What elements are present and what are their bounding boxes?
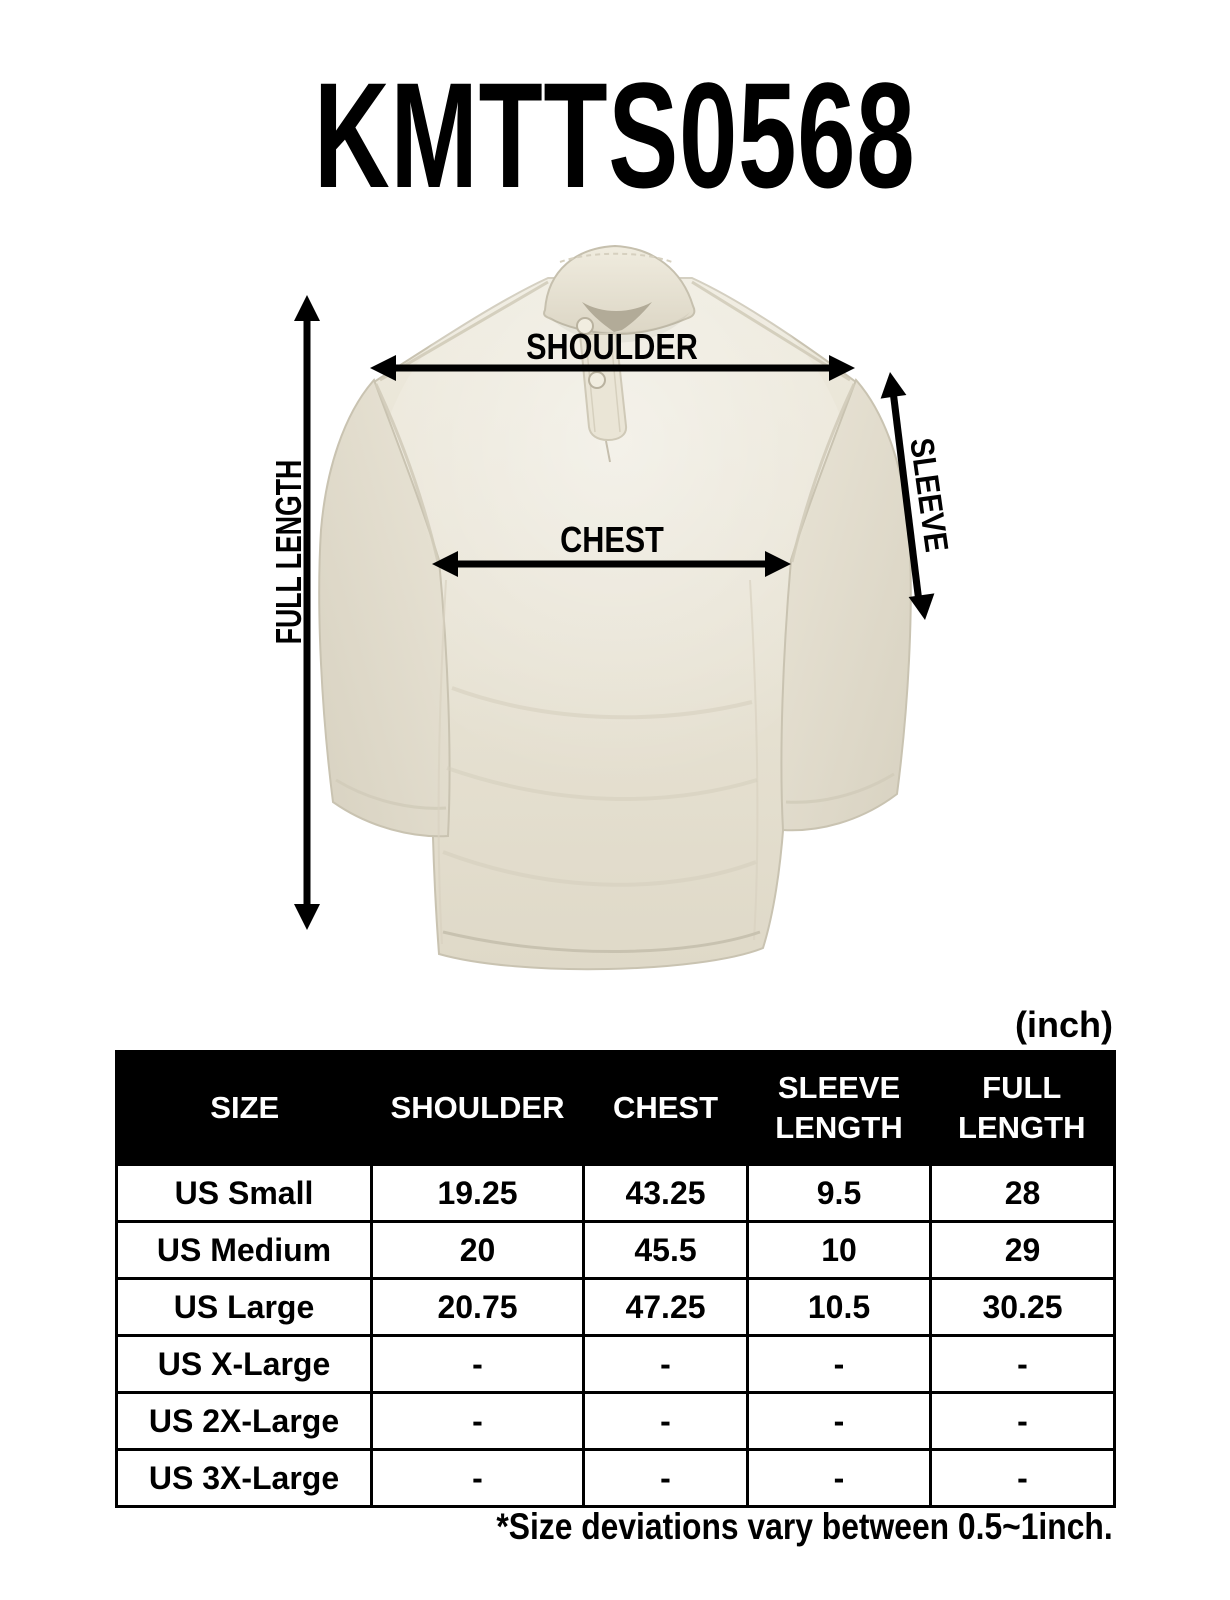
table-header-row: SIZE SHOULDER CHEST SLEEVE LENGTH FULL L… <box>116 1051 1115 1165</box>
value-cell: - <box>929 1448 1116 1508</box>
value-cell: 19.25 <box>370 1163 585 1223</box>
value-cell: 9.5 <box>746 1163 932 1223</box>
size-cell: US Medium <box>115 1220 373 1280</box>
wrinkles <box>442 686 758 887</box>
value-cell: 43.25 <box>582 1163 749 1223</box>
chest-arrow <box>432 551 791 577</box>
hem-seam <box>442 930 761 954</box>
size-cell: US Small <box>115 1163 373 1223</box>
table-row-us-x-large: US X-Large - - - - <box>115 1334 1116 1394</box>
value-cell: - <box>370 1334 585 1394</box>
table-row-us-small: US Small 19.25 43.25 9.5 28 <box>115 1163 1116 1223</box>
value-cell: 29 <box>929 1220 1116 1280</box>
side-seams <box>437 579 759 945</box>
button-bottom <box>588 371 606 389</box>
sleeve-arrow <box>880 372 935 620</box>
title-row: KMTTS0568 <box>0 60 1230 210</box>
column-header-full-length: FULL LENGTH <box>930 1051 1115 1165</box>
value-cell: - <box>582 1448 749 1508</box>
size-cell: US Large <box>115 1277 373 1337</box>
table-row-us-3x-large: US 3X-Large - - - - <box>115 1448 1116 1508</box>
chest-highlight <box>370 255 860 785</box>
placket-notch <box>605 440 611 463</box>
size-cell: US X-Large <box>115 1334 373 1394</box>
value-cell: 20 <box>370 1220 585 1280</box>
value-cell: - <box>370 1391 585 1451</box>
shoulder-measure-label: SHOULDER <box>526 326 698 367</box>
column-header-sleeve-length: SLEEVE LENGTH <box>747 1051 931 1165</box>
full-length-arrow <box>294 295 320 930</box>
value-cell: 28 <box>929 1163 1116 1223</box>
value-cell: - <box>746 1448 932 1508</box>
value-cell: - <box>582 1391 749 1451</box>
value-cell: - <box>929 1334 1116 1394</box>
column-header-chest: CHEST <box>583 1051 748 1165</box>
value-cell: - <box>746 1334 932 1394</box>
size-deviation-footnote: *Size deviations vary between 0.5~1inch. <box>496 1506 1113 1547</box>
value-cell: - <box>746 1391 932 1451</box>
value-cell: 47.25 <box>582 1277 749 1337</box>
collar-opening-shadow <box>582 302 652 332</box>
value-cell: - <box>582 1334 749 1394</box>
column-header-size: SIZE <box>116 1051 372 1165</box>
tshirt-illustration <box>318 244 912 971</box>
unit-label: (inch) <box>1015 1004 1113 1045</box>
table-row-us-medium: US Medium 20 45.5 10 29 <box>115 1220 1116 1280</box>
value-cell: 10.5 <box>746 1277 932 1337</box>
value-cell: 45.5 <box>582 1220 749 1280</box>
size-cell: US 2X-Large <box>115 1391 373 1451</box>
chest-measure-label: CHEST <box>560 519 664 560</box>
value-cell: 10 <box>746 1220 932 1280</box>
seam-lines <box>335 280 895 810</box>
value-cell: - <box>929 1391 1116 1451</box>
collar-band <box>543 244 696 336</box>
size-cell: US 3X-Large <box>115 1448 373 1508</box>
full-length-measure-label: FULL LENGTH <box>268 459 309 645</box>
value-cell: 20.75 <box>370 1277 585 1337</box>
shoulder-arrow <box>370 355 855 381</box>
size-table: SIZE SHOULDER CHEST SLEEVE LENGTH FULL L… <box>115 1050 1116 1508</box>
table-row-us-large: US Large 20.75 47.25 10.5 30.25 <box>115 1277 1116 1337</box>
measurement-arrows <box>294 295 935 930</box>
value-cell: 30.25 <box>929 1277 1116 1337</box>
column-header-shoulder: SHOULDER <box>371 1051 584 1165</box>
placket <box>578 333 628 442</box>
button-top <box>576 317 594 335</box>
product-code-title: KMTTS0568 <box>314 51 916 219</box>
value-cell: - <box>370 1448 585 1508</box>
table-row-us-2x-large: US 2X-Large - - - - <box>115 1391 1116 1451</box>
collar-stitching <box>559 252 673 263</box>
